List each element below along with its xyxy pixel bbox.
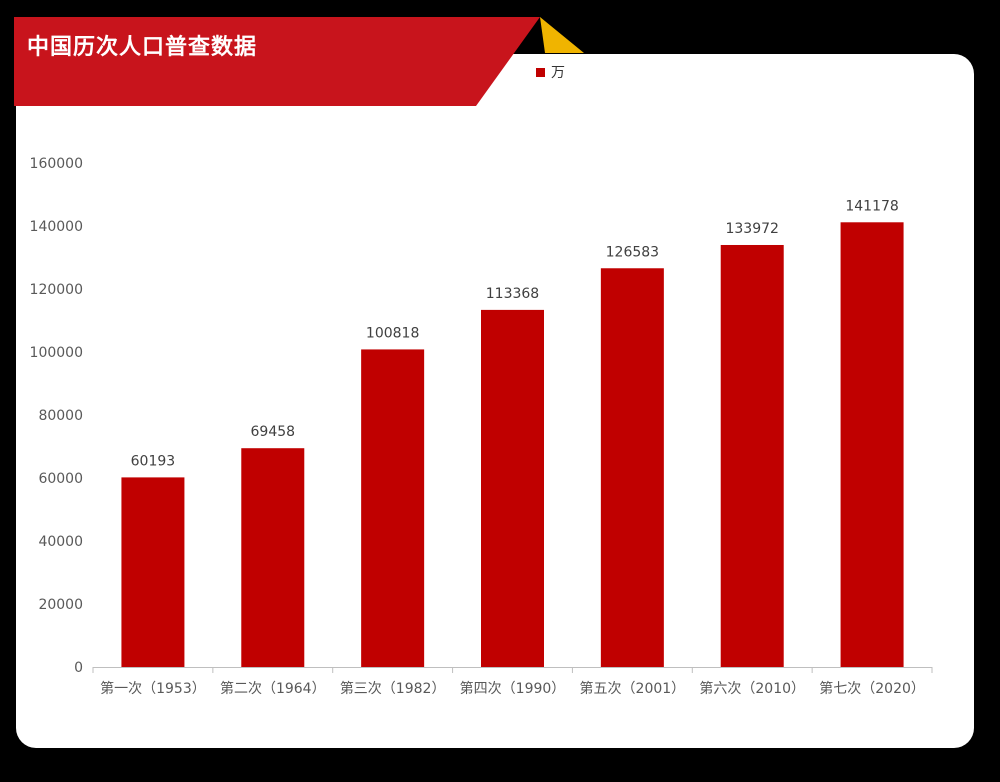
x-tick-label: 第七次（2020） — [819, 680, 925, 697]
x-tick-label: 第四次（1990） — [460, 680, 566, 697]
x-tick-label: 第六次（2010） — [699, 680, 805, 697]
x-tick-label: 第三次（1982） — [340, 680, 446, 697]
y-tick-label: 120000 — [30, 282, 83, 298]
bar — [241, 448, 305, 667]
legend-swatch — [536, 67, 545, 77]
y-tick-label: 0 — [74, 660, 83, 676]
data-label: 133972 — [725, 221, 778, 237]
bar — [121, 477, 185, 667]
data-label: 113368 — [486, 286, 539, 302]
y-tick-label: 40000 — [38, 534, 83, 550]
data-label: 126583 — [606, 244, 659, 260]
legend-label: 万 — [551, 65, 565, 81]
banner-shape — [14, 17, 540, 106]
x-tick-label: 第五次（2001） — [580, 680, 686, 697]
y-tick-label: 160000 — [30, 156, 83, 172]
data-label: 100818 — [366, 325, 419, 341]
bar — [600, 268, 664, 667]
page-title: 中国历次人口普查数据 — [27, 35, 258, 60]
y-tick-label: 80000 — [38, 408, 83, 424]
y-tick-label: 60000 — [38, 471, 83, 487]
data-label: 60193 — [131, 453, 176, 469]
y-tick-label: 20000 — [38, 597, 83, 613]
y-tick-label: 140000 — [30, 219, 83, 235]
bar — [840, 222, 904, 667]
banner-accent — [540, 17, 584, 53]
bar — [720, 244, 784, 667]
x-tick-label: 第一次（1953） — [100, 680, 206, 697]
bar — [481, 309, 544, 667]
data-label: 141178 — [845, 198, 898, 214]
x-tick-label: 第二次（1964） — [220, 680, 326, 697]
legend: 万 — [536, 62, 565, 82]
data-label: 69458 — [251, 424, 296, 440]
bar — [361, 349, 425, 667]
title-banner — [14, 17, 584, 106]
y-tick-label: 100000 — [30, 345, 83, 361]
